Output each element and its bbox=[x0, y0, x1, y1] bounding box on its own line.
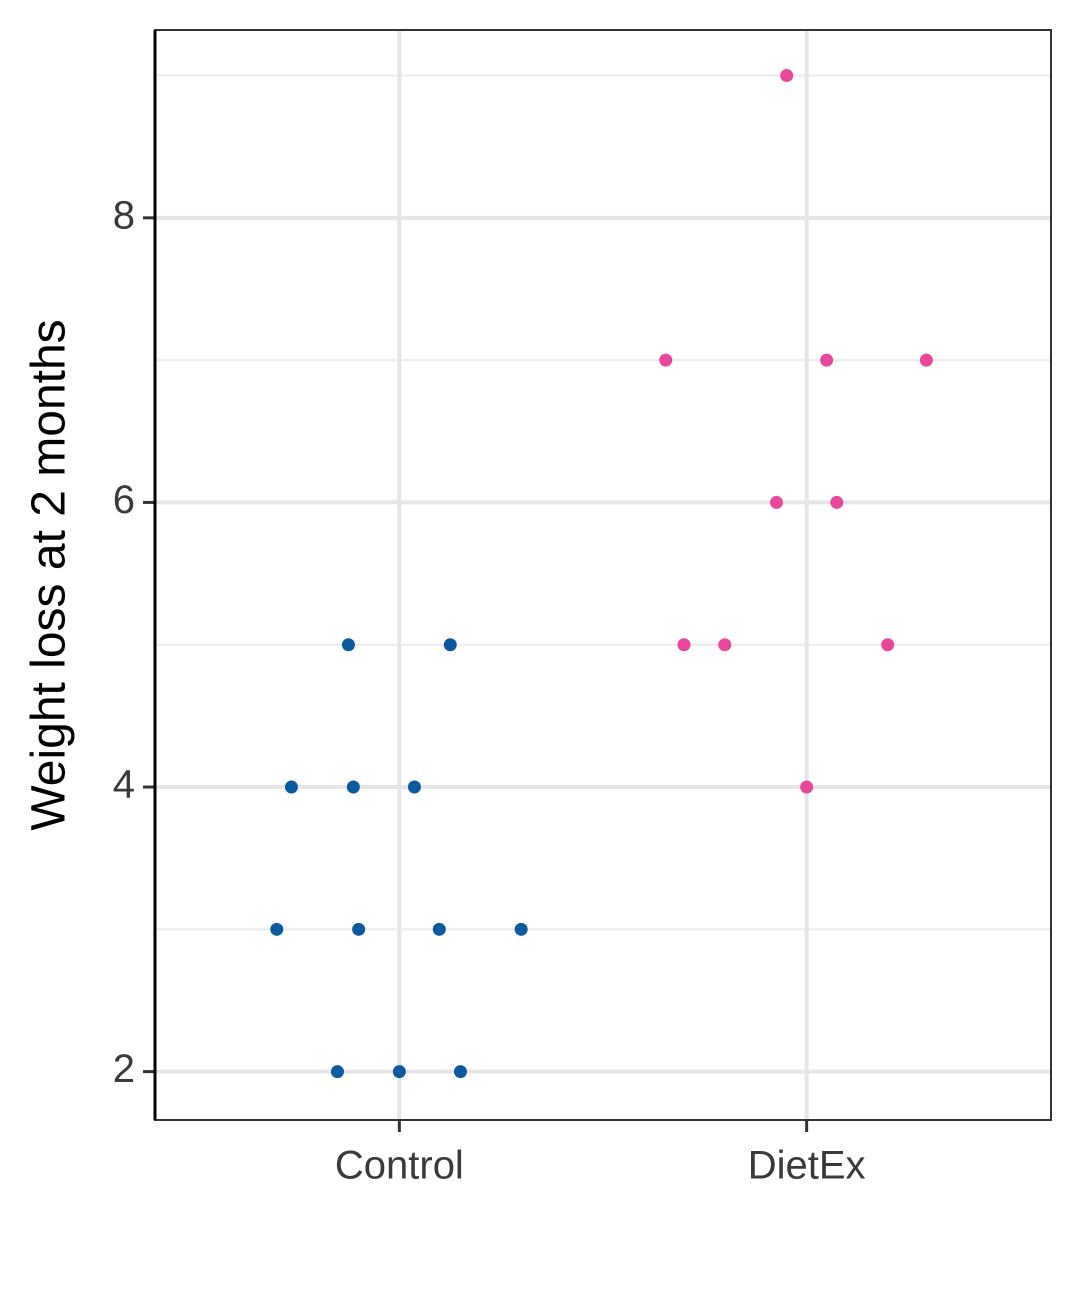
point bbox=[330, 1065, 344, 1079]
point bbox=[352, 922, 366, 936]
point bbox=[659, 353, 673, 367]
point bbox=[341, 638, 355, 652]
x-tick-label: Control bbox=[335, 1144, 464, 1188]
point bbox=[780, 69, 794, 83]
y-tick-label: 6 bbox=[113, 478, 135, 522]
point bbox=[346, 780, 360, 794]
plot-border bbox=[154, 29, 1052, 1121]
point bbox=[881, 638, 895, 652]
y-tick-label: 4 bbox=[113, 763, 135, 807]
point bbox=[820, 353, 834, 367]
point bbox=[919, 353, 933, 367]
point bbox=[800, 780, 814, 794]
point bbox=[830, 495, 844, 509]
point bbox=[284, 780, 298, 794]
point bbox=[392, 1065, 406, 1079]
point bbox=[407, 780, 421, 794]
x-tick-label: DietEx bbox=[748, 1144, 866, 1188]
y-tick-label: 2 bbox=[113, 1047, 135, 1091]
y-tick-label: 8 bbox=[113, 193, 135, 237]
y-axis-title: Weight loss at 2 months bbox=[23, 319, 76, 830]
point bbox=[769, 495, 783, 509]
point bbox=[270, 922, 284, 936]
point bbox=[514, 922, 528, 936]
point bbox=[677, 638, 691, 652]
point bbox=[453, 1065, 467, 1079]
point bbox=[443, 638, 457, 652]
point bbox=[718, 638, 732, 652]
point bbox=[432, 922, 446, 936]
